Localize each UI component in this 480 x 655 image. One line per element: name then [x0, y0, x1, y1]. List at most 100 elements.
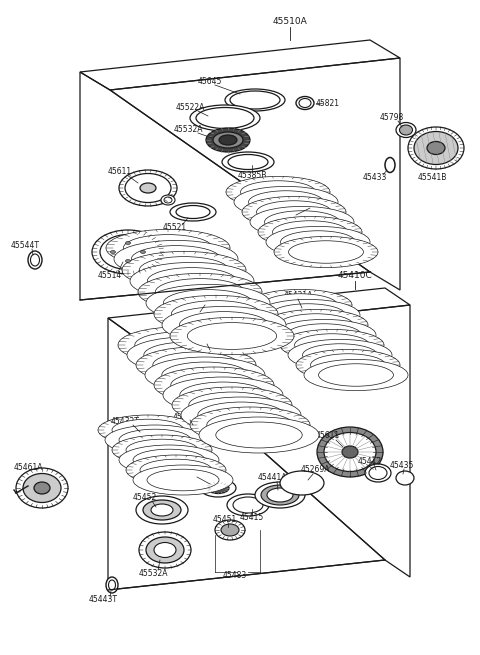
- Ellipse shape: [146, 284, 270, 322]
- Ellipse shape: [274, 236, 378, 268]
- Text: 45483: 45483: [223, 571, 247, 580]
- Ellipse shape: [198, 402, 284, 428]
- Ellipse shape: [280, 231, 355, 253]
- Ellipse shape: [164, 197, 172, 203]
- Ellipse shape: [172, 387, 292, 423]
- Text: 45514: 45514: [98, 271, 122, 280]
- Text: 45432T: 45432T: [110, 417, 139, 426]
- Ellipse shape: [295, 334, 370, 356]
- Ellipse shape: [147, 469, 219, 491]
- Ellipse shape: [304, 360, 408, 390]
- Ellipse shape: [132, 246, 221, 272]
- Ellipse shape: [31, 254, 39, 266]
- Ellipse shape: [143, 500, 181, 520]
- Ellipse shape: [190, 105, 260, 131]
- Ellipse shape: [123, 234, 213, 261]
- Ellipse shape: [100, 234, 156, 269]
- Ellipse shape: [145, 357, 265, 393]
- Ellipse shape: [287, 324, 361, 346]
- Ellipse shape: [296, 349, 400, 381]
- Ellipse shape: [180, 312, 269, 339]
- Ellipse shape: [154, 367, 274, 403]
- Ellipse shape: [16, 468, 68, 508]
- Text: 45611: 45611: [108, 168, 132, 176]
- Ellipse shape: [414, 132, 458, 164]
- Ellipse shape: [125, 174, 171, 202]
- Ellipse shape: [311, 354, 385, 376]
- Ellipse shape: [324, 432, 376, 472]
- Ellipse shape: [170, 318, 294, 354]
- Ellipse shape: [92, 230, 164, 274]
- Text: 45522A: 45522A: [175, 103, 204, 113]
- Ellipse shape: [171, 372, 257, 398]
- Ellipse shape: [189, 392, 275, 418]
- Ellipse shape: [162, 307, 286, 344]
- Ellipse shape: [127, 337, 247, 373]
- Ellipse shape: [385, 157, 395, 172]
- Ellipse shape: [221, 524, 239, 536]
- Ellipse shape: [317, 427, 383, 477]
- Ellipse shape: [215, 520, 245, 540]
- Ellipse shape: [240, 181, 315, 203]
- Ellipse shape: [106, 577, 118, 593]
- Ellipse shape: [135, 332, 221, 358]
- Ellipse shape: [151, 504, 173, 516]
- Ellipse shape: [112, 419, 184, 441]
- Text: 45385B: 45385B: [171, 470, 201, 479]
- Ellipse shape: [163, 290, 252, 316]
- Ellipse shape: [234, 187, 338, 217]
- Text: 45798: 45798: [380, 113, 404, 122]
- Ellipse shape: [264, 211, 339, 233]
- Ellipse shape: [225, 89, 285, 111]
- Ellipse shape: [255, 482, 305, 508]
- Ellipse shape: [280, 471, 324, 495]
- Ellipse shape: [161, 195, 175, 205]
- Text: 45541B: 45541B: [417, 174, 447, 183]
- Text: 45544T: 45544T: [11, 240, 39, 250]
- Ellipse shape: [258, 216, 362, 248]
- Ellipse shape: [228, 155, 268, 170]
- Ellipse shape: [216, 422, 302, 448]
- Ellipse shape: [28, 251, 42, 269]
- Text: 45451: 45451: [213, 515, 237, 525]
- Ellipse shape: [288, 241, 363, 263]
- Ellipse shape: [112, 435, 212, 465]
- Ellipse shape: [144, 342, 230, 368]
- Ellipse shape: [396, 471, 414, 485]
- Text: 45461A: 45461A: [13, 464, 43, 472]
- Ellipse shape: [119, 170, 177, 206]
- Ellipse shape: [125, 259, 131, 263]
- Ellipse shape: [296, 96, 314, 109]
- Ellipse shape: [199, 417, 319, 453]
- Text: 45427T: 45427T: [306, 200, 335, 210]
- Text: 45269A: 45269A: [300, 466, 330, 474]
- Text: 45521: 45521: [163, 223, 187, 233]
- Ellipse shape: [280, 329, 384, 361]
- Text: 45433: 45433: [363, 174, 387, 183]
- Ellipse shape: [196, 107, 254, 128]
- Ellipse shape: [250, 206, 354, 238]
- Ellipse shape: [114, 240, 238, 278]
- Ellipse shape: [207, 483, 229, 493]
- Text: 45385B: 45385B: [237, 170, 267, 179]
- Ellipse shape: [190, 407, 310, 443]
- Ellipse shape: [180, 382, 266, 408]
- Text: 45412: 45412: [358, 457, 382, 466]
- Ellipse shape: [233, 497, 263, 513]
- Ellipse shape: [399, 125, 412, 135]
- Ellipse shape: [126, 440, 198, 461]
- Ellipse shape: [170, 203, 216, 221]
- Ellipse shape: [154, 542, 176, 557]
- Ellipse shape: [249, 191, 324, 214]
- Ellipse shape: [369, 466, 387, 479]
- Ellipse shape: [98, 415, 198, 445]
- Ellipse shape: [106, 229, 230, 267]
- Ellipse shape: [256, 201, 331, 223]
- Ellipse shape: [162, 362, 248, 388]
- Ellipse shape: [176, 206, 210, 219]
- Ellipse shape: [141, 250, 145, 253]
- Ellipse shape: [299, 98, 311, 107]
- Ellipse shape: [396, 122, 416, 138]
- Text: 45444: 45444: [173, 413, 197, 422]
- Ellipse shape: [264, 309, 368, 341]
